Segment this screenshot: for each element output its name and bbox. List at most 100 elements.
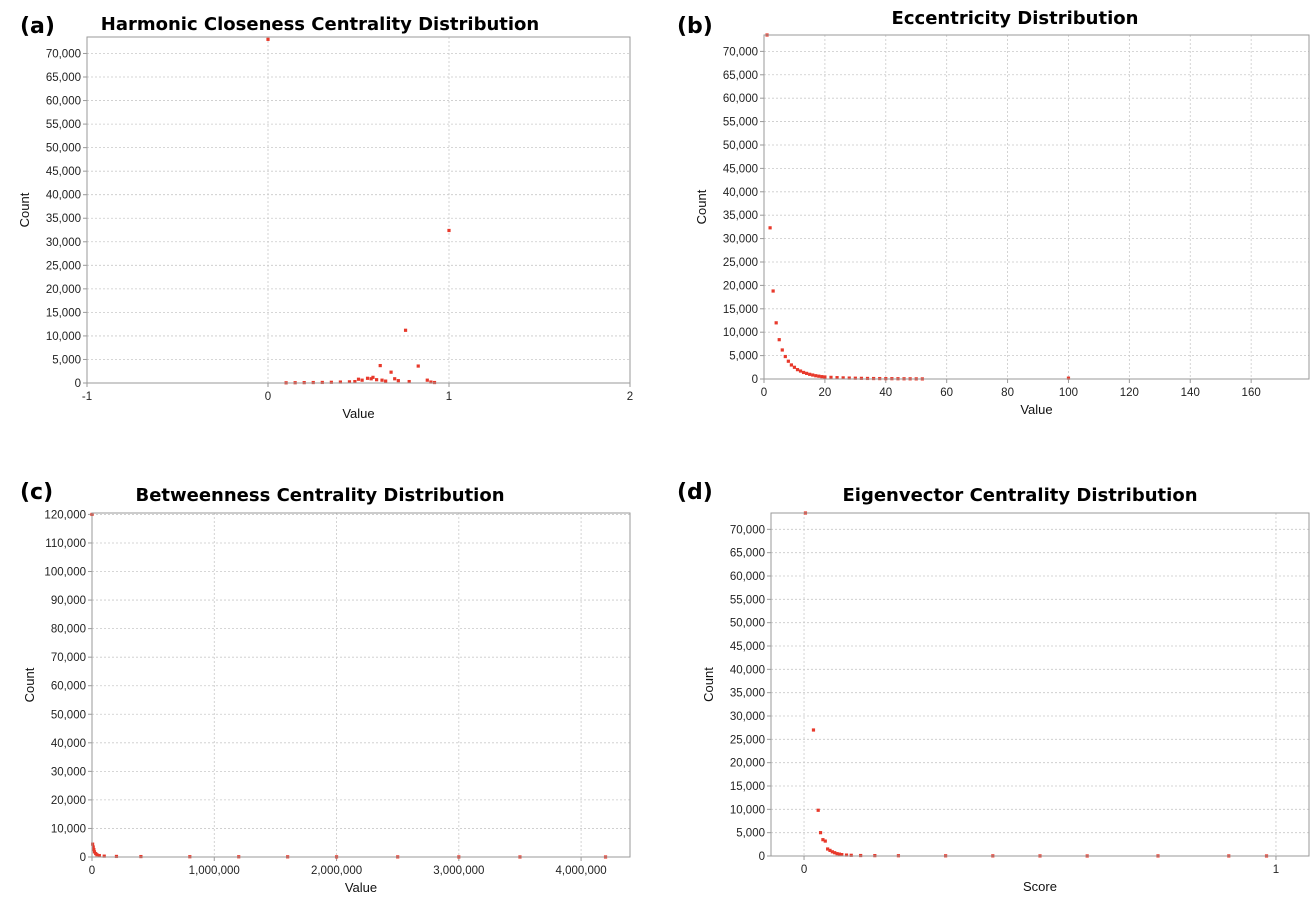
data-point [384, 379, 388, 383]
y-tick-label: 5,000 [52, 354, 81, 366]
y-tick-label: 10,000 [51, 823, 86, 835]
data-point [837, 852, 842, 856]
data-point [114, 854, 119, 859]
data-point [830, 850, 834, 854]
data-point [768, 226, 772, 230]
y-tick-label: 35,000 [723, 210, 758, 222]
data-point [826, 847, 830, 851]
y-tick-label: 30,000 [51, 766, 86, 778]
data-point [835, 376, 839, 380]
plot-frame-a [86, 36, 631, 384]
y-tick-label: 65,000 [730, 548, 765, 560]
y-tick-label: 10,000 [730, 804, 765, 816]
data-point [320, 380, 324, 385]
data-point [95, 853, 99, 857]
data-point [416, 364, 420, 368]
x-axis-label: Value [342, 406, 374, 421]
y-tick-label: 0 [80, 852, 86, 864]
data-point [91, 845, 95, 849]
panel-letter-c: (c) [20, 480, 54, 505]
y-tick-label: 5,000 [736, 828, 765, 840]
data-point [792, 365, 797, 369]
y-tick-label: 70,000 [51, 652, 86, 664]
x-tick-label: 2,000,000 [311, 865, 362, 877]
x-tick-label: 1 [446, 391, 452, 403]
x-tick-label: 160 [1242, 387, 1261, 399]
plot-frame-b [763, 34, 1310, 380]
data-point [786, 359, 790, 363]
chart-title-d: Eigenvector Centrality Distribution [842, 485, 1198, 506]
x-tick-label: -1 [82, 391, 92, 403]
chart-title-c: Betweenness Centrality Distribution [135, 485, 505, 506]
data-point [396, 379, 400, 383]
data-point [425, 378, 429, 382]
data-point [816, 808, 820, 812]
chart-title-b: Eccentricity Distribution [891, 8, 1139, 29]
x-tick-label: 0 [761, 387, 767, 399]
y-tick-label: 50,000 [51, 709, 86, 721]
data-point [823, 375, 827, 379]
data-point [774, 321, 778, 325]
data-point [429, 380, 433, 384]
data-point [329, 380, 333, 384]
y-axis-label: Count [694, 189, 709, 224]
data-point [338, 380, 342, 384]
data-point [378, 363, 382, 368]
data-point [447, 228, 451, 233]
panel-letter-b: (b) [677, 14, 713, 39]
y-tick-label: 35,000 [46, 213, 81, 225]
panel-letter-a: (a) [20, 14, 55, 39]
y-tick-label: 5,000 [729, 351, 758, 363]
data-point [811, 728, 816, 732]
x-axis-label: Score [1023, 879, 1057, 894]
data-point [783, 354, 787, 359]
y-tick-label: 25,000 [723, 257, 758, 269]
y-tick-label: 25,000 [730, 734, 765, 746]
data-point [780, 348, 784, 352]
data-point [403, 328, 408, 332]
y-tick-label: 60,000 [723, 93, 758, 105]
data-point [356, 377, 361, 381]
x-tick-label: 80 [1001, 387, 1014, 399]
x-tick-label: 40 [879, 387, 892, 399]
y-tick-label: 30,000 [723, 234, 758, 246]
data-point [353, 379, 357, 384]
y-tick-label: 55,000 [730, 594, 765, 606]
x-tick-label: 1,000,000 [189, 865, 240, 877]
y-tick-label: 0 [759, 851, 765, 863]
y-tick-label: 0 [75, 378, 81, 390]
data-point [859, 376, 864, 380]
x-tick-label: 100 [1059, 387, 1078, 399]
x-tick-label: 0 [89, 865, 95, 877]
plot-area-a [87, 37, 630, 383]
plot-area-b [764, 35, 1309, 379]
y-tick-label: 65,000 [723, 70, 758, 82]
data-point [820, 375, 824, 379]
data-point [844, 853, 849, 857]
y-tick-label: 15,000 [723, 304, 758, 316]
y-tick-label: 45,000 [46, 166, 81, 178]
y-tick-label: 20,000 [51, 795, 86, 807]
y-tick-label: 60,000 [730, 571, 765, 583]
y-tick-label: 70,000 [730, 524, 765, 536]
data-point [92, 850, 97, 854]
data-point [853, 376, 857, 380]
data-point [823, 839, 827, 843]
y-tick-label: 15,000 [46, 307, 81, 319]
y-tick-label: 45,000 [723, 163, 758, 175]
y-tick-label: 55,000 [46, 119, 81, 131]
y-tick-label: 40,000 [46, 190, 81, 202]
x-axis-label: Value [345, 880, 377, 895]
plot-area-d [771, 513, 1309, 856]
x-tick-label: 4,000,000 [556, 865, 607, 877]
x-tick-label: 1 [1273, 864, 1279, 876]
x-tick-label: 2 [627, 391, 633, 403]
x-tick-label: 0 [801, 864, 807, 876]
y-axis-label: Count [22, 667, 37, 702]
data-point [365, 376, 370, 380]
x-tick-label: 140 [1181, 387, 1200, 399]
x-tick-label: 20 [818, 387, 831, 399]
y-tick-label: 65,000 [46, 72, 81, 84]
data-point [865, 376, 870, 381]
y-tick-label: 80,000 [51, 624, 86, 636]
